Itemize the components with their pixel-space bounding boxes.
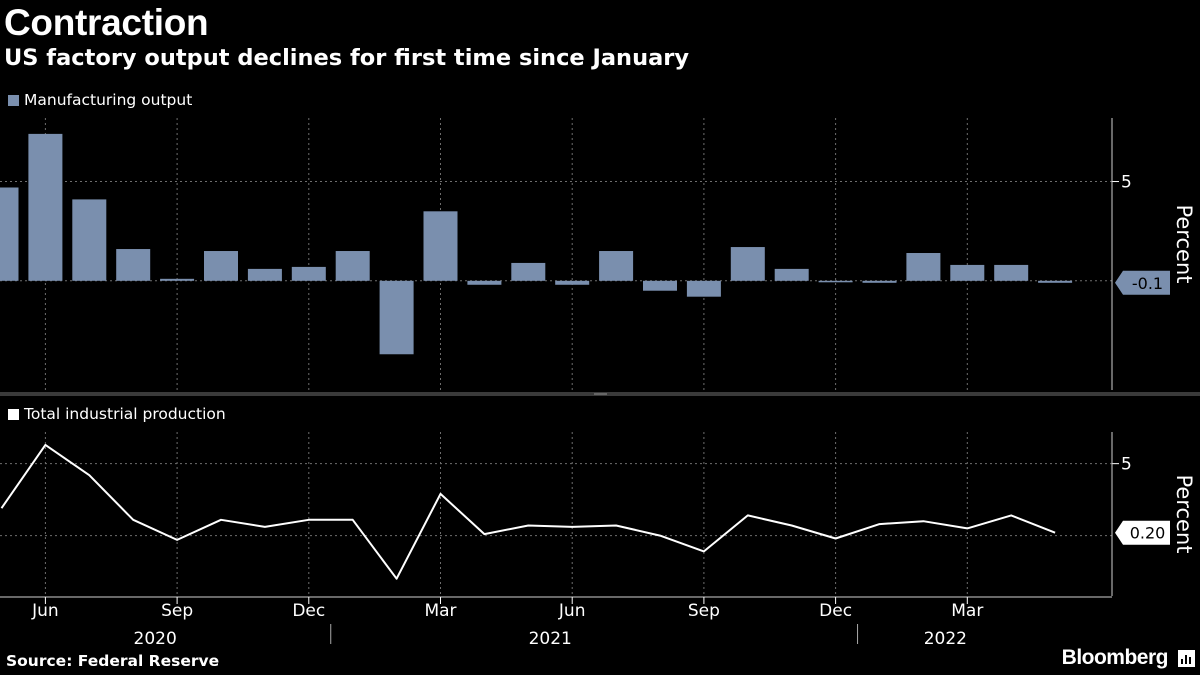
bar-manufacturing-2022-04 [994,264,1029,281]
legend-swatch-industrial [8,408,19,420]
y-axis-title-bottom: Percent [1172,474,1196,553]
bar-manufacturing-2020-07 [72,199,107,281]
x-tick-label-1: Sep [161,601,193,621]
chart-subtitle: US factory output declines for first tim… [4,45,690,71]
last-value-label-top: -0.1 [1132,274,1163,293]
bar-manufacturing-2022-03 [950,264,985,281]
line-industrial-production [0,443,1056,580]
bar-manufacturing-2020-05 [0,187,19,281]
bar-manufacturing-2022-05 [1038,280,1073,283]
bar-manufacturing-2020-08 [116,249,151,281]
bar-manufacturing-2021-12 [818,280,853,283]
legend-industrial: Total industrial production [8,405,226,423]
bar-manufacturing-2020-10 [204,251,238,281]
last-value-label-bottom: 0.20 [1130,524,1166,543]
x-tick-label-5: Sep [688,601,720,621]
x-tick-label-7: Mar [951,601,983,621]
bar-manufacturing-2021-10 [730,247,765,281]
panel-divider-grip [594,393,607,395]
bar-manufacturing-2021-09 [686,280,721,297]
bar-manufacturing-2021-01 [335,251,370,281]
bar-manufacturing-2021-11 [774,268,809,281]
last-value-callout-bottom [1115,520,1170,545]
bar-manufacturing-2021-05 [511,262,546,281]
brand-logo: Bloomberg [1061,646,1169,669]
bar-manufacturing-2020-06 [28,133,63,281]
bar-manufacturing-2021-03 [423,211,458,281]
y-tick-label-bottom-0: 5 [1121,455,1132,475]
y-tick-label-top-0: 5 [1121,173,1132,193]
x-tick-label-3: Mar [424,601,456,621]
bar-manufacturing-2020-11 [247,268,282,281]
bar-manufacturing-2020-09 [160,278,195,281]
bar-manufacturing-2021-08 [643,280,677,291]
x-tick-label-4: Jun [558,601,586,621]
x-tick-label-6: Dec [819,601,852,621]
chart-title: Contraction [4,2,209,43]
bloomberg-chart-icon [1178,650,1195,667]
y-axis-title-top: Percent [1172,204,1196,283]
x-year-label-2: 2022 [924,629,967,649]
bar-manufacturing-2022-02 [906,253,941,281]
bar-manufacturing-2021-06 [555,280,590,285]
legend-label-manufacturing: Manufacturing output [24,91,193,109]
bar-manufacturing-2020-12 [291,266,326,281]
bar-manufacturing-2021-02 [379,280,414,355]
x-year-label-0: 2020 [134,629,177,649]
x-year-label-1: 2021 [529,629,572,649]
legend-label-industrial: Total industrial production [24,405,226,423]
legend-manufacturing: Manufacturing output [8,91,192,109]
x-tick-label-0: Jun [31,601,59,621]
last-value-callout-top [1115,270,1170,295]
bar-manufacturing-2021-04 [467,280,502,285]
x-tick-label-2: Dec [292,601,325,621]
legend-swatch-manufacturing [8,94,19,106]
source-note: Source: Federal Reserve [6,652,220,670]
bar-manufacturing-2022-01 [862,280,897,283]
bar-manufacturing-2021-07 [599,251,634,281]
